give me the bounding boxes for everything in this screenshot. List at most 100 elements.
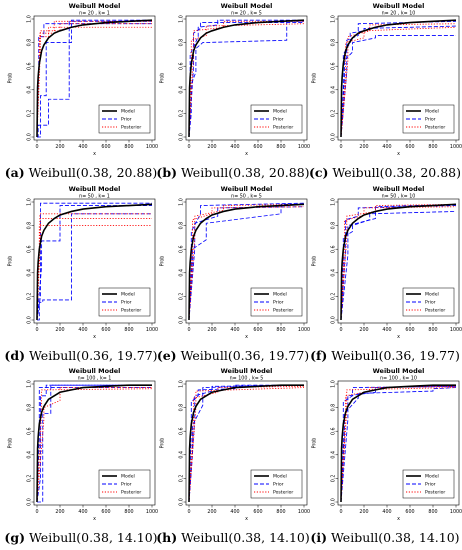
chart-subtitle: n= 20 , k= 5 xyxy=(231,11,262,17)
y-tick-label: 0.8 xyxy=(27,39,33,47)
y-tick-label: 0.0 xyxy=(331,316,337,324)
plot-frame xyxy=(33,380,156,506)
chart-subtitle: n= 50 , k= 5 xyxy=(231,194,262,200)
legend-label-model: Model xyxy=(121,109,135,115)
y-tick-label: 0.8 xyxy=(27,222,33,230)
caption-text: Weibull(0.36, 19.77) xyxy=(327,348,460,363)
subfigure-b: Weibull Model n= 20 , k= 5 0 200 400 600 800 10… xyxy=(156,2,310,185)
x-tick-label: 1000 xyxy=(450,509,462,515)
subfigure-caption: (a) Weibull(0.38, 20.88) xyxy=(4,165,158,180)
series-prior-line xyxy=(340,203,457,321)
x-tick-label: 600 xyxy=(253,509,262,515)
caption-text: Weibull(0.38, 14.10) xyxy=(177,530,310,545)
y-tick-label: 0.0 xyxy=(179,498,185,506)
x-tick-label: 800 xyxy=(276,327,285,333)
y-tick-label: 0.4 xyxy=(27,269,33,277)
legend: Model Prior Posterior xyxy=(250,104,303,134)
legend-box xyxy=(402,287,455,317)
legend-label-posterior: Posterior xyxy=(425,125,445,131)
plot-frame xyxy=(185,15,308,141)
x-tick-label: 800 xyxy=(428,509,437,515)
y-axis-label: Prob xyxy=(8,73,14,84)
y-axis-label: Prob xyxy=(8,438,14,449)
series-posterior-line xyxy=(340,203,457,321)
legend-label-prior: Prior xyxy=(425,117,436,123)
series-model-line xyxy=(188,19,305,138)
chart-subtitle: n= 20 , k= 1 xyxy=(79,11,110,17)
caption-text: Weibull(0.36, 19.77) xyxy=(25,348,158,363)
chart-title: Weibull Model xyxy=(221,185,273,193)
x-tick-label: 1000 xyxy=(298,509,310,515)
x-tick-label: 1000 xyxy=(146,144,158,150)
x-tick-label: 200 xyxy=(207,144,216,150)
x-tick-label: 400 xyxy=(230,327,239,333)
x-tick-label: 200 xyxy=(55,327,64,333)
caption-label: (d) xyxy=(4,348,25,363)
chart-subtitle: n= 20 , k= 10 xyxy=(382,11,416,17)
series-posterior-line xyxy=(188,385,305,503)
y-tick-label: 0.0 xyxy=(27,133,33,141)
series-prior-line xyxy=(340,35,456,138)
series-posterior-line xyxy=(36,20,152,138)
series-posterior-line xyxy=(188,20,304,138)
x-tick-label: 1000 xyxy=(146,327,158,333)
chart-title: Weibull Model xyxy=(69,2,121,10)
x-tick-label: 0 xyxy=(187,509,190,515)
x-tick-label: 400 xyxy=(78,327,87,333)
caption-text: Weibull(0.38, 14.10) xyxy=(25,530,158,545)
subfigure-h: Weibull Model n= 100 , k= 5 0 200 400 600 800 1… xyxy=(156,367,310,550)
y-tick-label: 0.0 xyxy=(179,316,185,324)
caption-label: (e) xyxy=(156,348,177,363)
y-tick-label: 0.6 xyxy=(331,427,337,435)
caption-label: (b) xyxy=(156,165,177,180)
plot-frame xyxy=(33,198,156,324)
y-axis-label: Prob xyxy=(312,256,318,267)
legend-label-model: Model xyxy=(273,292,287,298)
x-tick-label: 0 xyxy=(339,327,342,333)
legend-label-prior: Prior xyxy=(121,300,132,306)
legend-label-prior: Prior xyxy=(425,300,436,306)
legend-label-posterior: Posterior xyxy=(273,125,293,131)
y-axis-label: Prob xyxy=(160,73,166,84)
y-tick-label: 0.2 xyxy=(179,475,185,483)
y-tick-label: 1.0 xyxy=(179,380,185,388)
chart-title: Weibull Model xyxy=(373,367,425,375)
legend-box xyxy=(98,287,151,317)
legend: Model Prior Posterior xyxy=(98,104,151,134)
series-posterior-line xyxy=(188,206,305,321)
x-tick-label: 200 xyxy=(55,144,64,150)
plot-frame xyxy=(185,380,308,506)
x-axis-label: x xyxy=(397,517,400,522)
series-model-line xyxy=(340,203,457,321)
y-axis-label: Prob xyxy=(160,438,166,449)
y-tick-label: 0.6 xyxy=(27,62,33,70)
x-axis-label: x xyxy=(93,152,96,157)
y-tick-label: 0.6 xyxy=(179,427,185,435)
y-axis-label: Prob xyxy=(312,438,318,449)
subfigure-d: Weibull Model n= 50 , k= 1 0 200 400 600 800 10… xyxy=(4,185,158,368)
legend: Model Prior Posterior xyxy=(250,287,303,317)
legend-label-prior: Prior xyxy=(425,482,436,488)
legend-label-model: Model xyxy=(273,474,287,480)
series-prior-line xyxy=(37,213,152,321)
chart-title: Weibull Model xyxy=(69,367,121,375)
legend: Model Prior Posterior xyxy=(402,287,455,317)
legend-label-posterior: Posterior xyxy=(121,308,141,314)
legend-box xyxy=(250,104,303,134)
caption-label: (h) xyxy=(156,530,178,545)
legend-label-prior: Prior xyxy=(273,117,284,123)
series-posterior-line xyxy=(188,203,305,321)
chart-subtitle: n= 50 , k= 10 xyxy=(382,194,416,200)
y-tick-label: 0.6 xyxy=(179,62,185,70)
series-prior-line xyxy=(188,202,305,321)
series-prior-line xyxy=(37,20,152,138)
subfigure-e: Weibull Model n= 50 , k= 5 0 200 400 600 800 10… xyxy=(156,185,310,368)
y-tick-label: 0.8 xyxy=(179,404,185,412)
plot-frame xyxy=(33,15,156,141)
